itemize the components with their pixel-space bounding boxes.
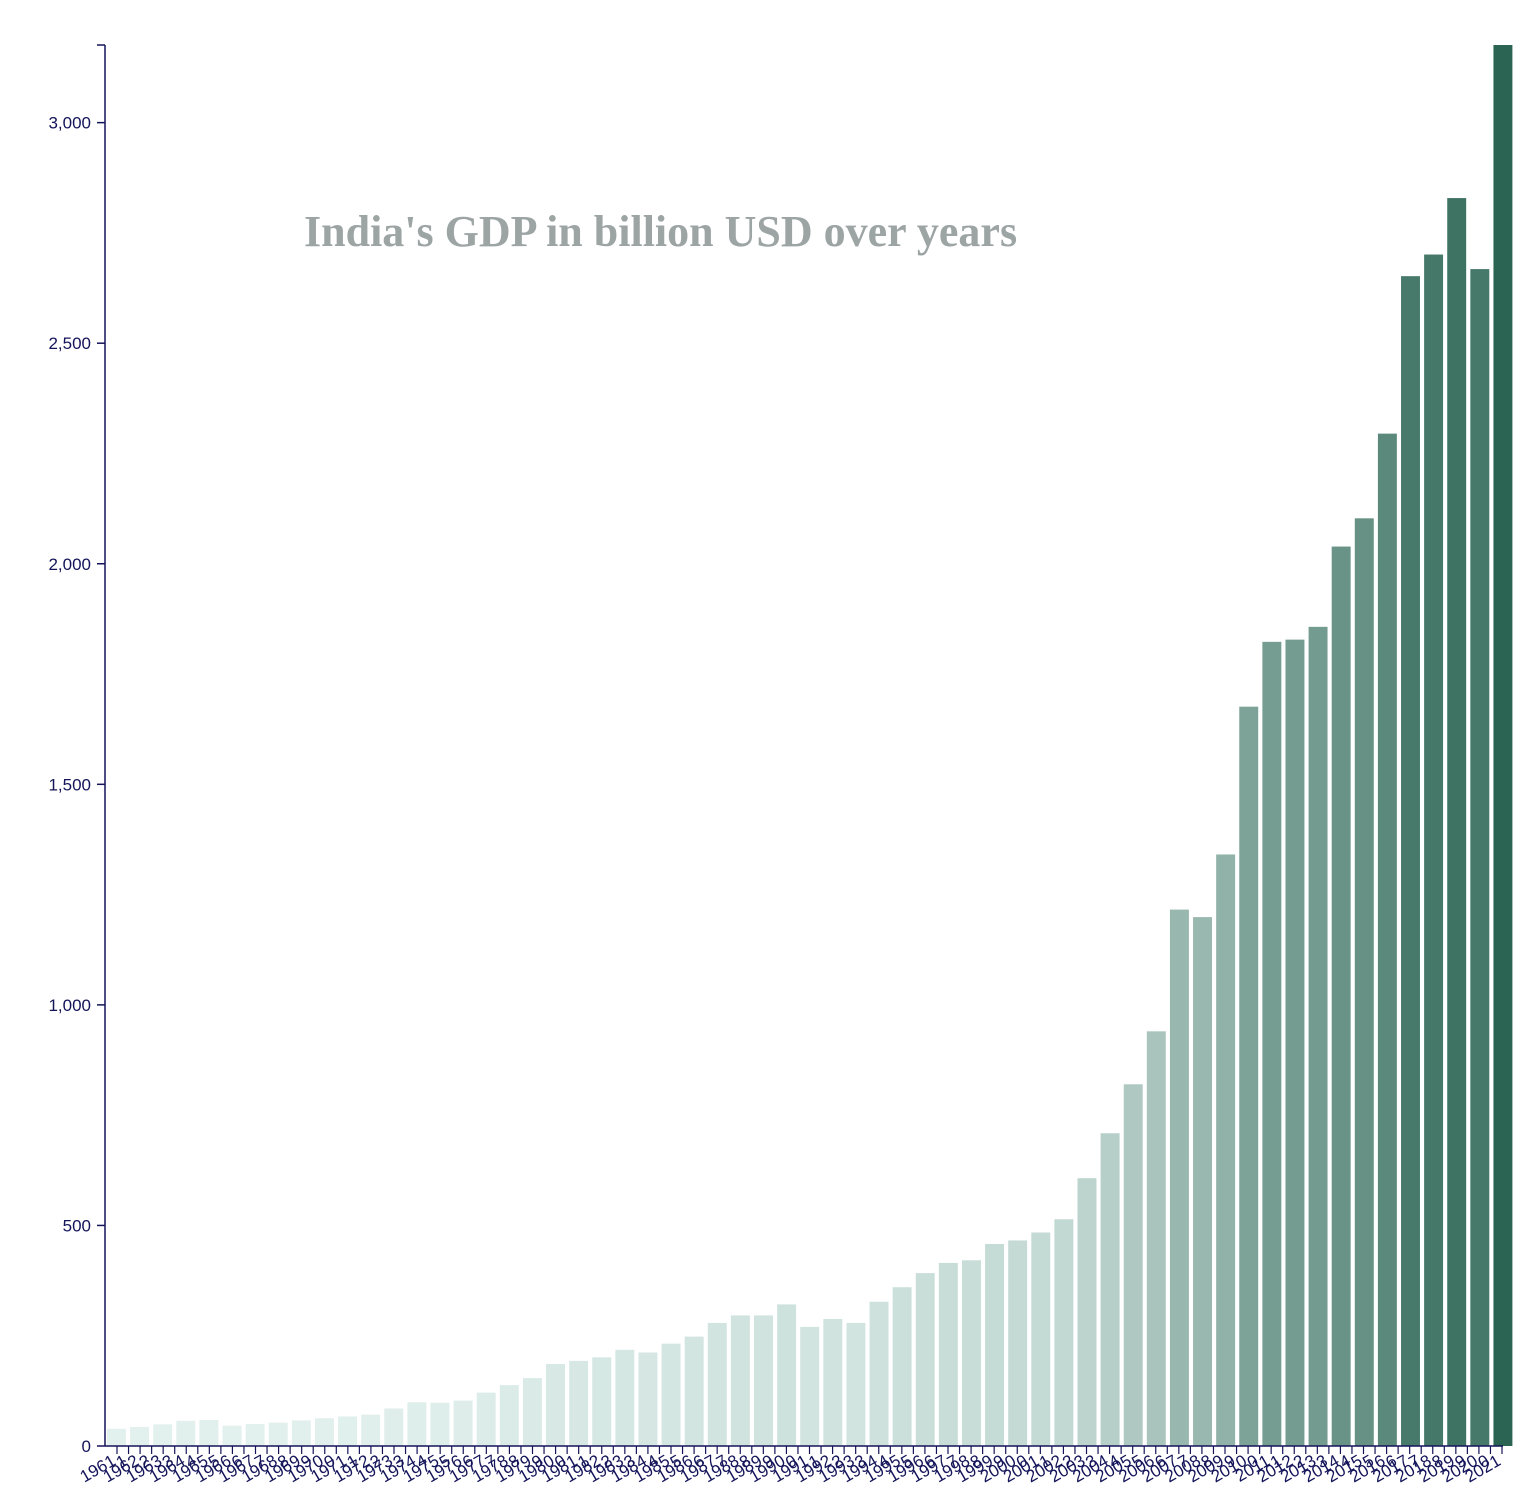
bar-1994 <box>869 1301 889 1446</box>
bars-group <box>107 45 1513 1447</box>
bar-1996 <box>915 1273 935 1446</box>
bar-2008 <box>1193 917 1212 1446</box>
y-tick-label: 3,000 <box>48 114 91 133</box>
bar-1982 <box>592 1357 612 1446</box>
bar-2006 <box>1146 1031 1166 1446</box>
bar-2001 <box>1031 1232 1051 1446</box>
bar-2011 <box>1262 641 1282 1446</box>
bar-1993 <box>846 1322 866 1446</box>
bar-1966 <box>222 1425 242 1446</box>
bar-2002 <box>1054 1219 1074 1446</box>
y-tick-label: 1,500 <box>48 775 91 794</box>
bar-1973 <box>384 1408 404 1446</box>
bar-2004 <box>1100 1133 1120 1446</box>
y-tick-label: 500 <box>63 1216 91 1235</box>
bar-1962 <box>130 1427 150 1446</box>
bar-2000 <box>1008 1240 1028 1446</box>
bar-1979 <box>522 1378 542 1446</box>
bar-2003 <box>1077 1178 1097 1446</box>
bar-1990 <box>777 1304 797 1446</box>
bar-1976 <box>453 1400 473 1446</box>
bar-1964 <box>176 1420 196 1446</box>
bar-1989 <box>754 1315 773 1446</box>
bar-1978 <box>499 1385 519 1446</box>
bar-2015 <box>1354 518 1374 1446</box>
y-tick-label: 2,000 <box>48 555 91 574</box>
y-tick-label: 1,000 <box>48 996 91 1015</box>
bar-1998 <box>961 1260 981 1446</box>
bar-2013 <box>1308 626 1328 1446</box>
bar-1972 <box>361 1414 381 1446</box>
bar-1997 <box>938 1262 958 1446</box>
bar-1961 <box>107 1428 126 1446</box>
bar-1984 <box>638 1352 658 1446</box>
bar-1977 <box>476 1392 496 1446</box>
bar-2012 <box>1285 639 1305 1446</box>
bar-1987 <box>707 1322 727 1446</box>
bar-2007 <box>1169 909 1189 1446</box>
bar-1968 <box>268 1422 288 1446</box>
bar-1988 <box>730 1315 750 1446</box>
bar-1991 <box>800 1326 820 1446</box>
bar-1999 <box>985 1243 1005 1446</box>
bar-1983 <box>615 1349 635 1446</box>
bar-2018 <box>1424 254 1444 1446</box>
bar-1971 <box>338 1416 358 1446</box>
bar-2010 <box>1239 706 1259 1446</box>
y-axis: 0 500 1,000 1,500 2,000 2,500 3,000 <box>48 44 106 1456</box>
bar-1995 <box>892 1287 912 1446</box>
bar-2016 <box>1377 433 1397 1446</box>
bar-1975 <box>430 1402 450 1446</box>
y-tick-label: 2,500 <box>48 334 91 353</box>
bar-1963 <box>153 1424 173 1446</box>
bar-2020 <box>1470 269 1490 1447</box>
bar-2009 <box>1216 854 1236 1446</box>
bar-2014 <box>1331 546 1351 1446</box>
bar-2021 <box>1493 45 1513 1446</box>
bar-1985 <box>661 1343 681 1446</box>
bar-1967 <box>245 1423 265 1446</box>
bar-1986 <box>684 1336 704 1446</box>
bar-1981 <box>569 1360 589 1446</box>
bar-2005 <box>1123 1084 1143 1446</box>
bar-1992 <box>823 1318 843 1446</box>
bar-1980 <box>546 1363 565 1446</box>
bar-1970 <box>314 1418 334 1446</box>
bar-1969 <box>291 1420 311 1446</box>
bar-2019 <box>1447 198 1467 1446</box>
bar-1965 <box>199 1419 219 1446</box>
bar-2017 <box>1401 276 1420 1446</box>
x-axis: 1961119622196331964419655196661967719688… <box>77 1445 1504 1486</box>
bar-1974 <box>407 1402 427 1446</box>
chart-title: India's GDP in billion USD over years <box>304 207 1017 256</box>
y-tick-label: 0 <box>82 1437 91 1456</box>
